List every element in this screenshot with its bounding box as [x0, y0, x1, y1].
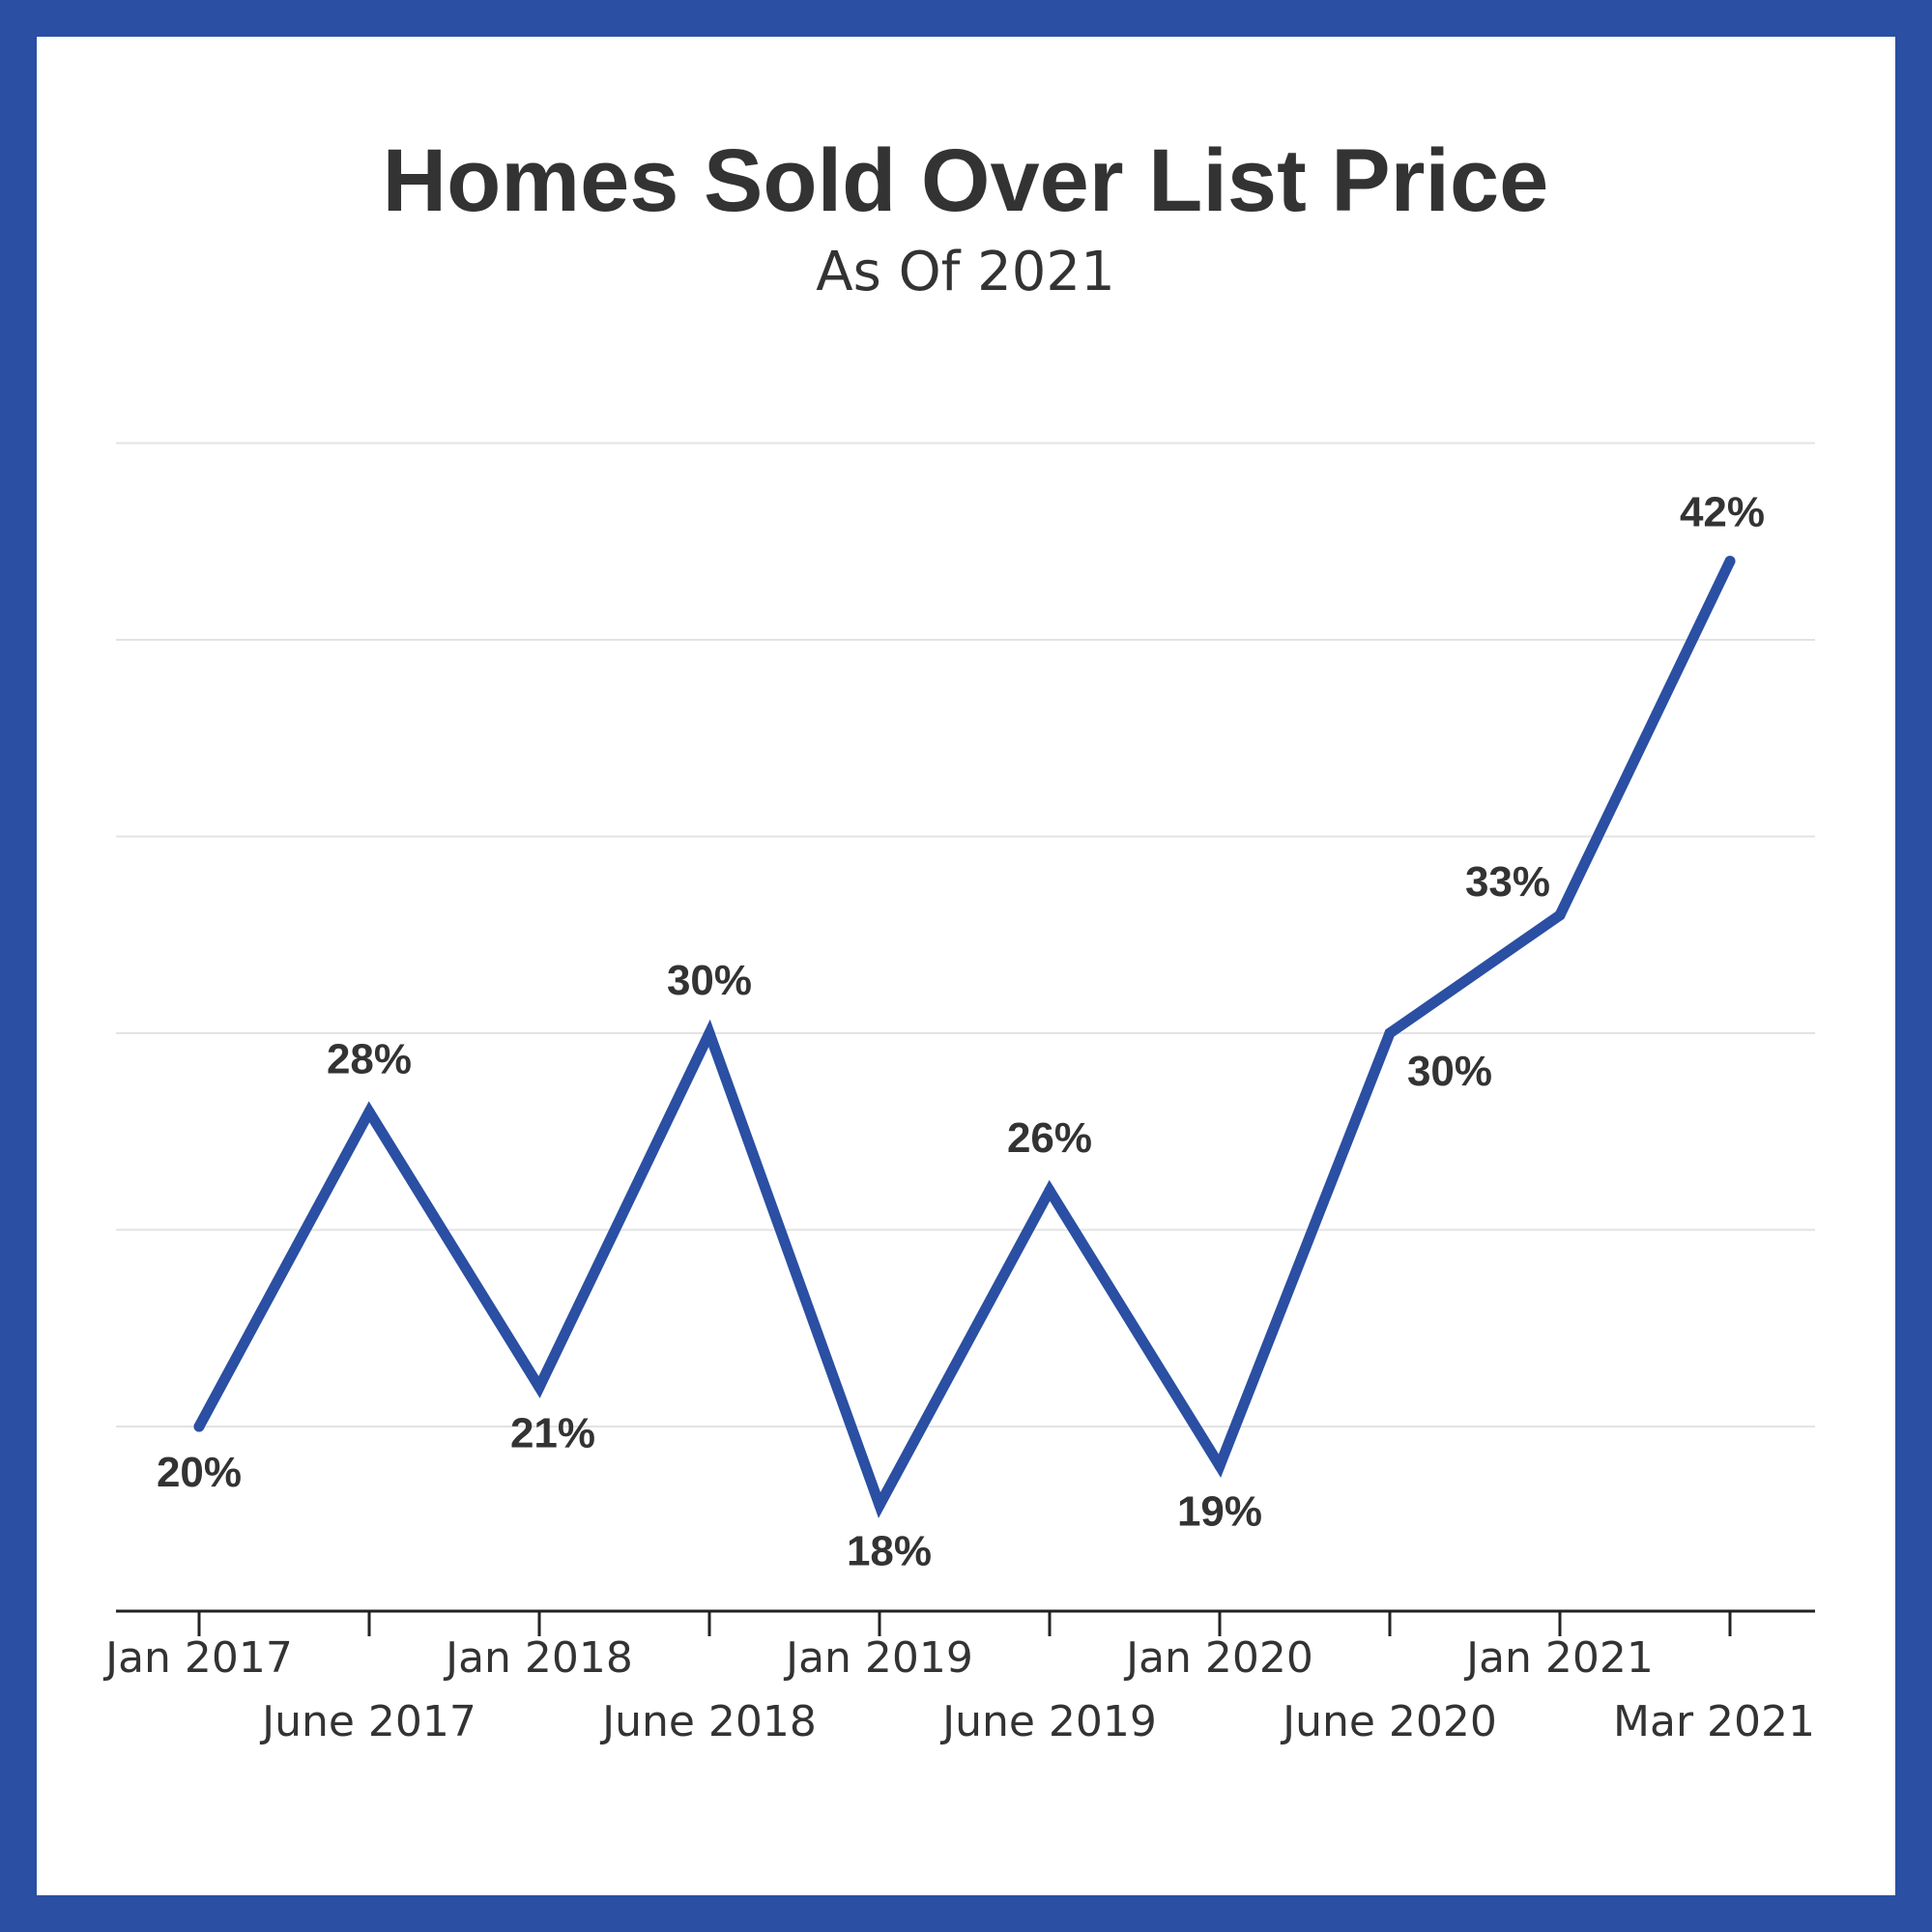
data-label: 33% — [1465, 858, 1550, 906]
data-point — [1384, 1027, 1396, 1039]
data-label: 28% — [327, 1035, 412, 1082]
data-point — [704, 1027, 715, 1039]
x-tick-label: June 2017 — [259, 1697, 476, 1746]
data-point — [193, 1421, 205, 1432]
data-point — [1724, 556, 1736, 567]
series-line — [193, 556, 1736, 1518]
x-tick-label: June 2020 — [1280, 1697, 1497, 1746]
data-point — [533, 1381, 545, 1393]
data-point — [1214, 1460, 1226, 1472]
data-label: 42% — [1680, 489, 1765, 536]
data-label: 21% — [510, 1409, 595, 1456]
data-label: 20% — [157, 1449, 242, 1496]
data-label: 30% — [667, 957, 752, 1004]
x-tick-label: Mar 2021 — [1613, 1697, 1815, 1746]
data-point — [874, 1499, 885, 1511]
data-point — [1554, 909, 1566, 921]
series-layer — [193, 556, 1736, 1518]
data-point — [1044, 1185, 1055, 1197]
x-tick-label: Jan 2020 — [1123, 1633, 1313, 1683]
x-axis: Jan 2017 June 2017 Jan 2018 June 2018 Jan 20… — [102, 1609, 1815, 1746]
x-tick-label: Jan 2019 — [783, 1633, 973, 1683]
data-label: 26% — [1007, 1114, 1092, 1162]
x-tick-label: June 2018 — [599, 1697, 817, 1746]
chart-subtitle: As Of 2021 — [816, 241, 1114, 303]
data-labels: 20% 28% 21% 30% 18% 26% 19% 30% 33% 42% — [157, 489, 1765, 1575]
data-label: 19% — [1177, 1488, 1262, 1536]
gridlines — [116, 442, 1815, 1427]
x-tick-label: Jan 2018 — [443, 1633, 633, 1683]
x-tick-label: Jan 2021 — [1463, 1633, 1654, 1683]
x-tick-label: June 2019 — [939, 1697, 1157, 1746]
data-point — [363, 1106, 375, 1117]
x-tick-label: Jan 2017 — [102, 1633, 293, 1683]
data-label: 18% — [847, 1527, 932, 1574]
chart-title: Homes Sold Over List Price — [383, 131, 1549, 230]
data-label: 30% — [1407, 1048, 1492, 1095]
